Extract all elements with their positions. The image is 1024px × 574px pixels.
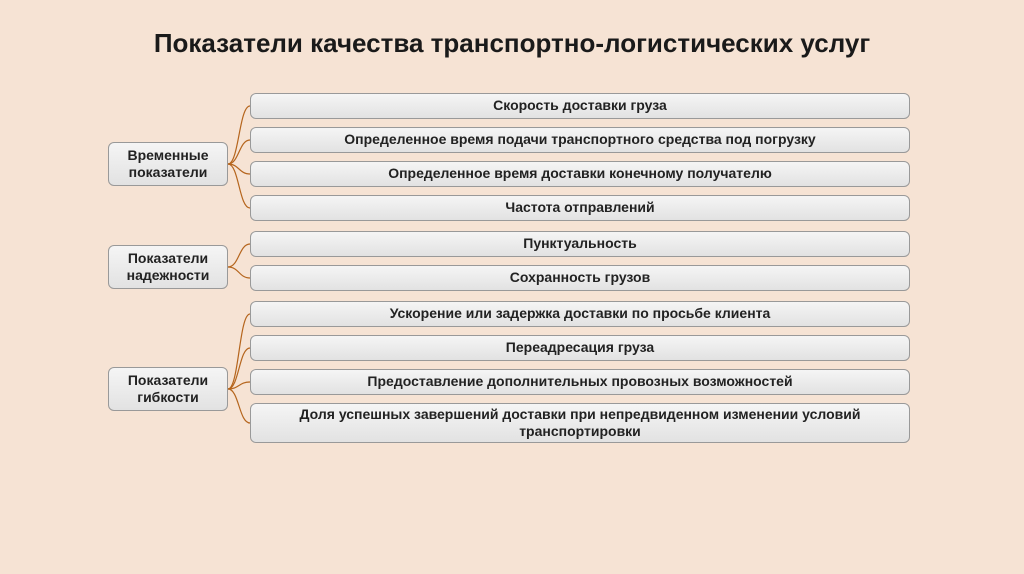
item-box: Скорость доставки груза [250, 93, 910, 119]
item-box: Ускорение или задержка доставки по прось… [250, 301, 910, 327]
item-box: Переадресация груза [250, 335, 910, 361]
item-box: Определенное время доставки конечному по… [250, 161, 910, 187]
item-box: Определенное время подачи транспортного … [250, 127, 910, 153]
item-box: Пунктуальность [250, 231, 910, 257]
item-box: Предоставление дополнительных провозных … [250, 369, 910, 395]
diagram-container: Временные показатели Скорость доставки гр… [0, 79, 1024, 549]
page-title: Показатели качества транспортно-логистич… [0, 0, 1024, 79]
category-box: Показатели надежности [108, 245, 228, 289]
item-box: Доля успешных завершений доставки при не… [250, 403, 910, 443]
item-box: Сохранность грузов [250, 265, 910, 291]
category-box: Показатели гибкости [108, 367, 228, 411]
item-box: Частота отправлений [250, 195, 910, 221]
category-box: Временные показатели [108, 142, 228, 186]
